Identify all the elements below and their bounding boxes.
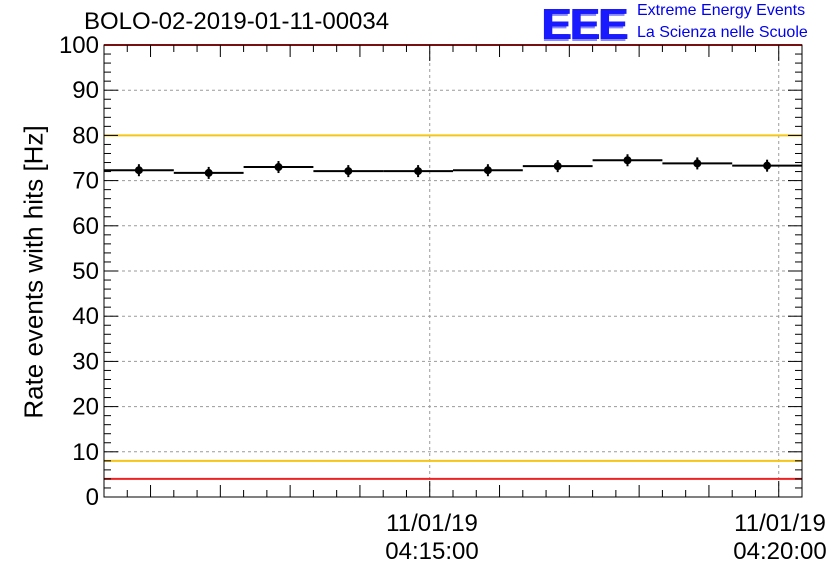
chart-title: BOLO-02-2019-01-11-00034 [84,8,390,35]
x-tick-time: 04:20:00 [733,538,827,565]
x-tick-date: 11/01/19 [734,510,826,537]
y-tick-label: 80 [72,122,99,149]
data-point [134,166,143,175]
data-point [483,166,492,175]
data-point [204,168,213,177]
y-tick-label: 20 [72,394,99,421]
y-tick-label: 70 [72,168,99,195]
y-tick-label: 30 [72,348,99,375]
logo-line-2: La Scienza nelle Scuole [637,24,808,41]
y-tick-label: 60 [72,213,99,240]
data-point [553,162,562,171]
x-tick-time: 04:15:00 [385,538,479,565]
y-tick-label: 50 [72,258,99,285]
data-point [414,167,423,176]
data-point [344,167,353,176]
data-point [763,161,772,170]
data-point [623,156,632,165]
y-tick-label: 10 [72,439,99,466]
y-axis-label: Rate events with hits [Hz] [18,125,49,419]
y-tick-label: 0 [86,484,99,511]
logo-line-1: Extreme Energy Events [637,2,806,19]
data-point [274,163,283,172]
eee-logo: EEE [541,0,627,49]
x-tick-date: 11/01/19 [386,510,478,537]
data-point [693,159,702,168]
y-tick-label: 100 [59,32,99,59]
y-tick-label: 90 [72,77,99,104]
y-tick-label: 40 [72,303,99,330]
